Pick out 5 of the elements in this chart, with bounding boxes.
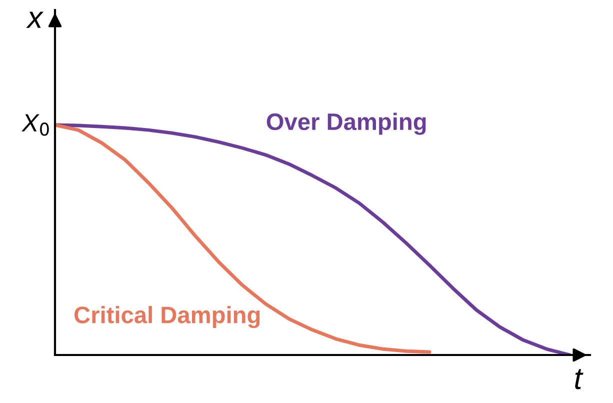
series-label: Critical Damping — [74, 306, 260, 328]
text: X$_{0}$ — [21, 114, 49, 136]
x-axis-title: t — [575, 369, 584, 390]
series-label: Over Damping — [266, 112, 426, 135]
y-axis-title: x — [26, 12, 44, 28]
